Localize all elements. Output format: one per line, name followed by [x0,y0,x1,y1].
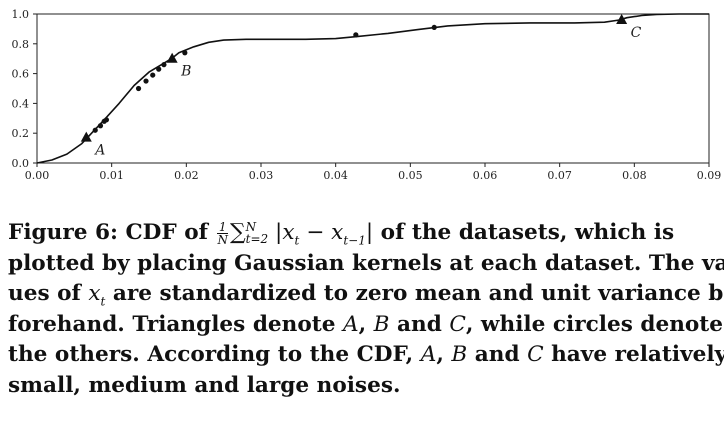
caption-text: , while circles denote [465,311,724,337]
cdf-line [36,13,709,164]
circle-marker [97,123,104,129]
caption-line-2: plotted by placing Gaussian kernels at e… [8,250,724,276]
circle-marker [431,24,437,31]
circle-marker [135,85,142,92]
sum-lower: t=2 [245,232,269,246]
sum-symbol: ∑ [229,220,246,245]
x-tick-label: 0.09 [697,169,722,182]
triangle-label: A [93,143,105,159]
circle-marker [143,78,149,84]
caption-text: of the datasets, which is [373,220,675,245]
var-x: x [88,281,101,306]
sum-upper: N [245,220,257,234]
caption-text: , [358,311,374,337]
caption-line-3: ues of xt are standardized to zero mean … [8,279,724,310]
caption-line-5: the others. According to the CDF, A, B a… [8,340,724,371]
triangle-label: C [631,25,642,41]
label-b: B [373,311,390,337]
circle-marker [353,32,359,38]
circle-marker [92,127,98,133]
fraction-denominator: N [217,232,228,247]
caption-text: Figure 6: CDF of [8,220,216,245]
y-tick-label: 1.0 [12,8,30,21]
circle-marker [161,62,167,68]
fraction-numerator: 1 [217,219,228,234]
triangle-marker [80,131,92,142]
var-sub: t [100,294,106,309]
var-x: x [331,220,344,245]
var-sub: t−1 [343,233,366,248]
x-tick-label: 0.08 [622,169,647,182]
caption-text: ues of [8,281,89,306]
cdf-chart: 0.00 0.01 0.02 0.03 0.04 0.05 0.06 0.07 0.08 0.09… [12,8,722,182]
abs-open: | [268,220,283,245]
y-tick-label: 0.0 [12,157,30,170]
caption-text: and [467,342,528,367]
x-tick-label: 0.03 [249,169,274,182]
abs-close: | [365,220,374,245]
caption-text: and [389,311,450,337]
label-a: A [420,342,437,367]
caption-line-4: forehand. Triangles denote A, B and C, w… [8,310,724,341]
label-b: B [451,342,468,367]
caption-text: the others. According to the CDF, [8,342,421,367]
y-tick-label: 0.4 [12,97,30,110]
chart-axes [36,13,710,164]
minus-sign: − [299,220,332,245]
triangle-label: B [180,64,191,80]
triangle-marker [166,52,178,63]
x-tick-label: 0.06 [473,169,498,182]
circle-marker [103,117,110,123]
x-tick-label: 0.05 [398,169,423,182]
caption-text: , [436,342,452,367]
var-sub: t [294,233,300,248]
cdf-curve-layer [36,13,709,164]
y-tick-label: 0.8 [12,38,30,51]
marker-layer: A B C [80,13,642,159]
x-tick-label: 0.04 [323,169,348,182]
y-tick-label: 0.2 [12,127,30,140]
x-tick-label: 0.00 [25,169,50,182]
plot-frame [36,13,710,164]
caption-line-6: small, medium and large noises. [8,372,401,398]
x-tick-label: 0.02 [174,169,199,182]
x-tick-label: 0.07 [547,169,572,182]
caption-text: have relatively [543,342,724,367]
y-tick-label: 0.6 [12,68,30,81]
label-c: C [449,311,466,337]
label-c: C [527,342,544,367]
chart-ticks: 0.00 0.01 0.02 0.03 0.04 0.05 0.06 0.07 0.08 0.09… [12,8,722,182]
label-a: A [343,311,359,337]
var-x: x [282,220,295,245]
caption-text: forehand. Triangles denote [8,311,343,337]
triangle-marker [616,13,628,24]
circle-marker [182,50,188,56]
x-tick-label: 0.01 [99,169,124,182]
circle-marker [150,72,156,78]
caption-text: are standardized to zero mean and unit v… [105,281,724,306]
circle-marker [156,66,162,72]
